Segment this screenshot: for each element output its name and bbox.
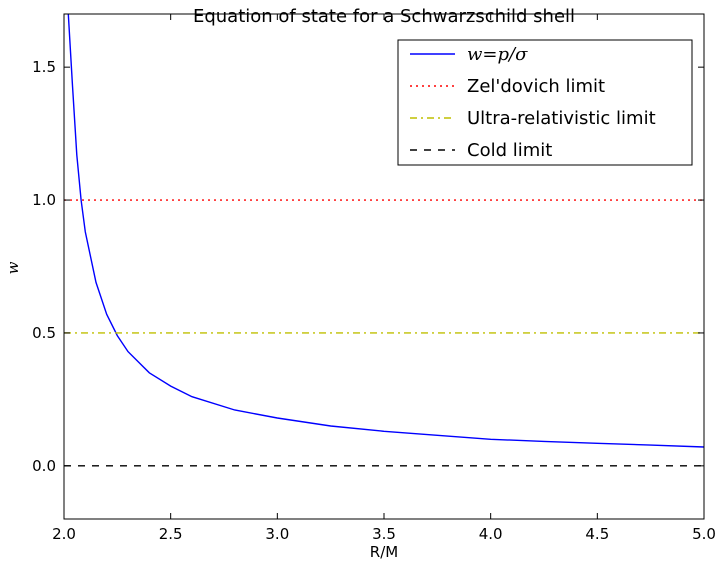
x-tick-label: 5.0	[692, 525, 716, 543]
x-axis-label: R/M	[370, 543, 398, 561]
y-tick-label: 1.5	[32, 58, 56, 76]
x-tick-label: 2.0	[52, 525, 76, 543]
series-layer	[64, 14, 704, 467]
legend-label-0: w=p/σ	[467, 44, 528, 65]
x-tick-label: 4.0	[479, 525, 503, 543]
x-tick-label: 3.5	[372, 525, 396, 543]
axis-ticks: 2.0 2.5 3.0 3.5 4.0 4.5 5.0 0.0 0.5 1.0 1.5	[32, 14, 716, 543]
y-tick-label: 1.0	[32, 191, 56, 209]
legend-label-2: Ultra-relativistic limit	[467, 108, 656, 129]
y-tick-label: 0.5	[32, 324, 56, 342]
y-tick-label: 0.0	[32, 457, 56, 475]
x-tick-label: 3.0	[265, 525, 289, 543]
legend-label-3: Cold limit	[467, 140, 552, 161]
series-line-0	[67, 14, 704, 448]
x-tick-label: 2.5	[159, 525, 183, 543]
legend-label-1: Zel'dovich limit	[467, 76, 605, 97]
legend-box	[397, 39, 693, 166]
y-axis-label: w	[4, 261, 22, 274]
legend: w=p/σ Zel'dovich limit Ultra-relativistic …	[397, 39, 693, 166]
x-tick-label: 4.5	[585, 525, 609, 543]
